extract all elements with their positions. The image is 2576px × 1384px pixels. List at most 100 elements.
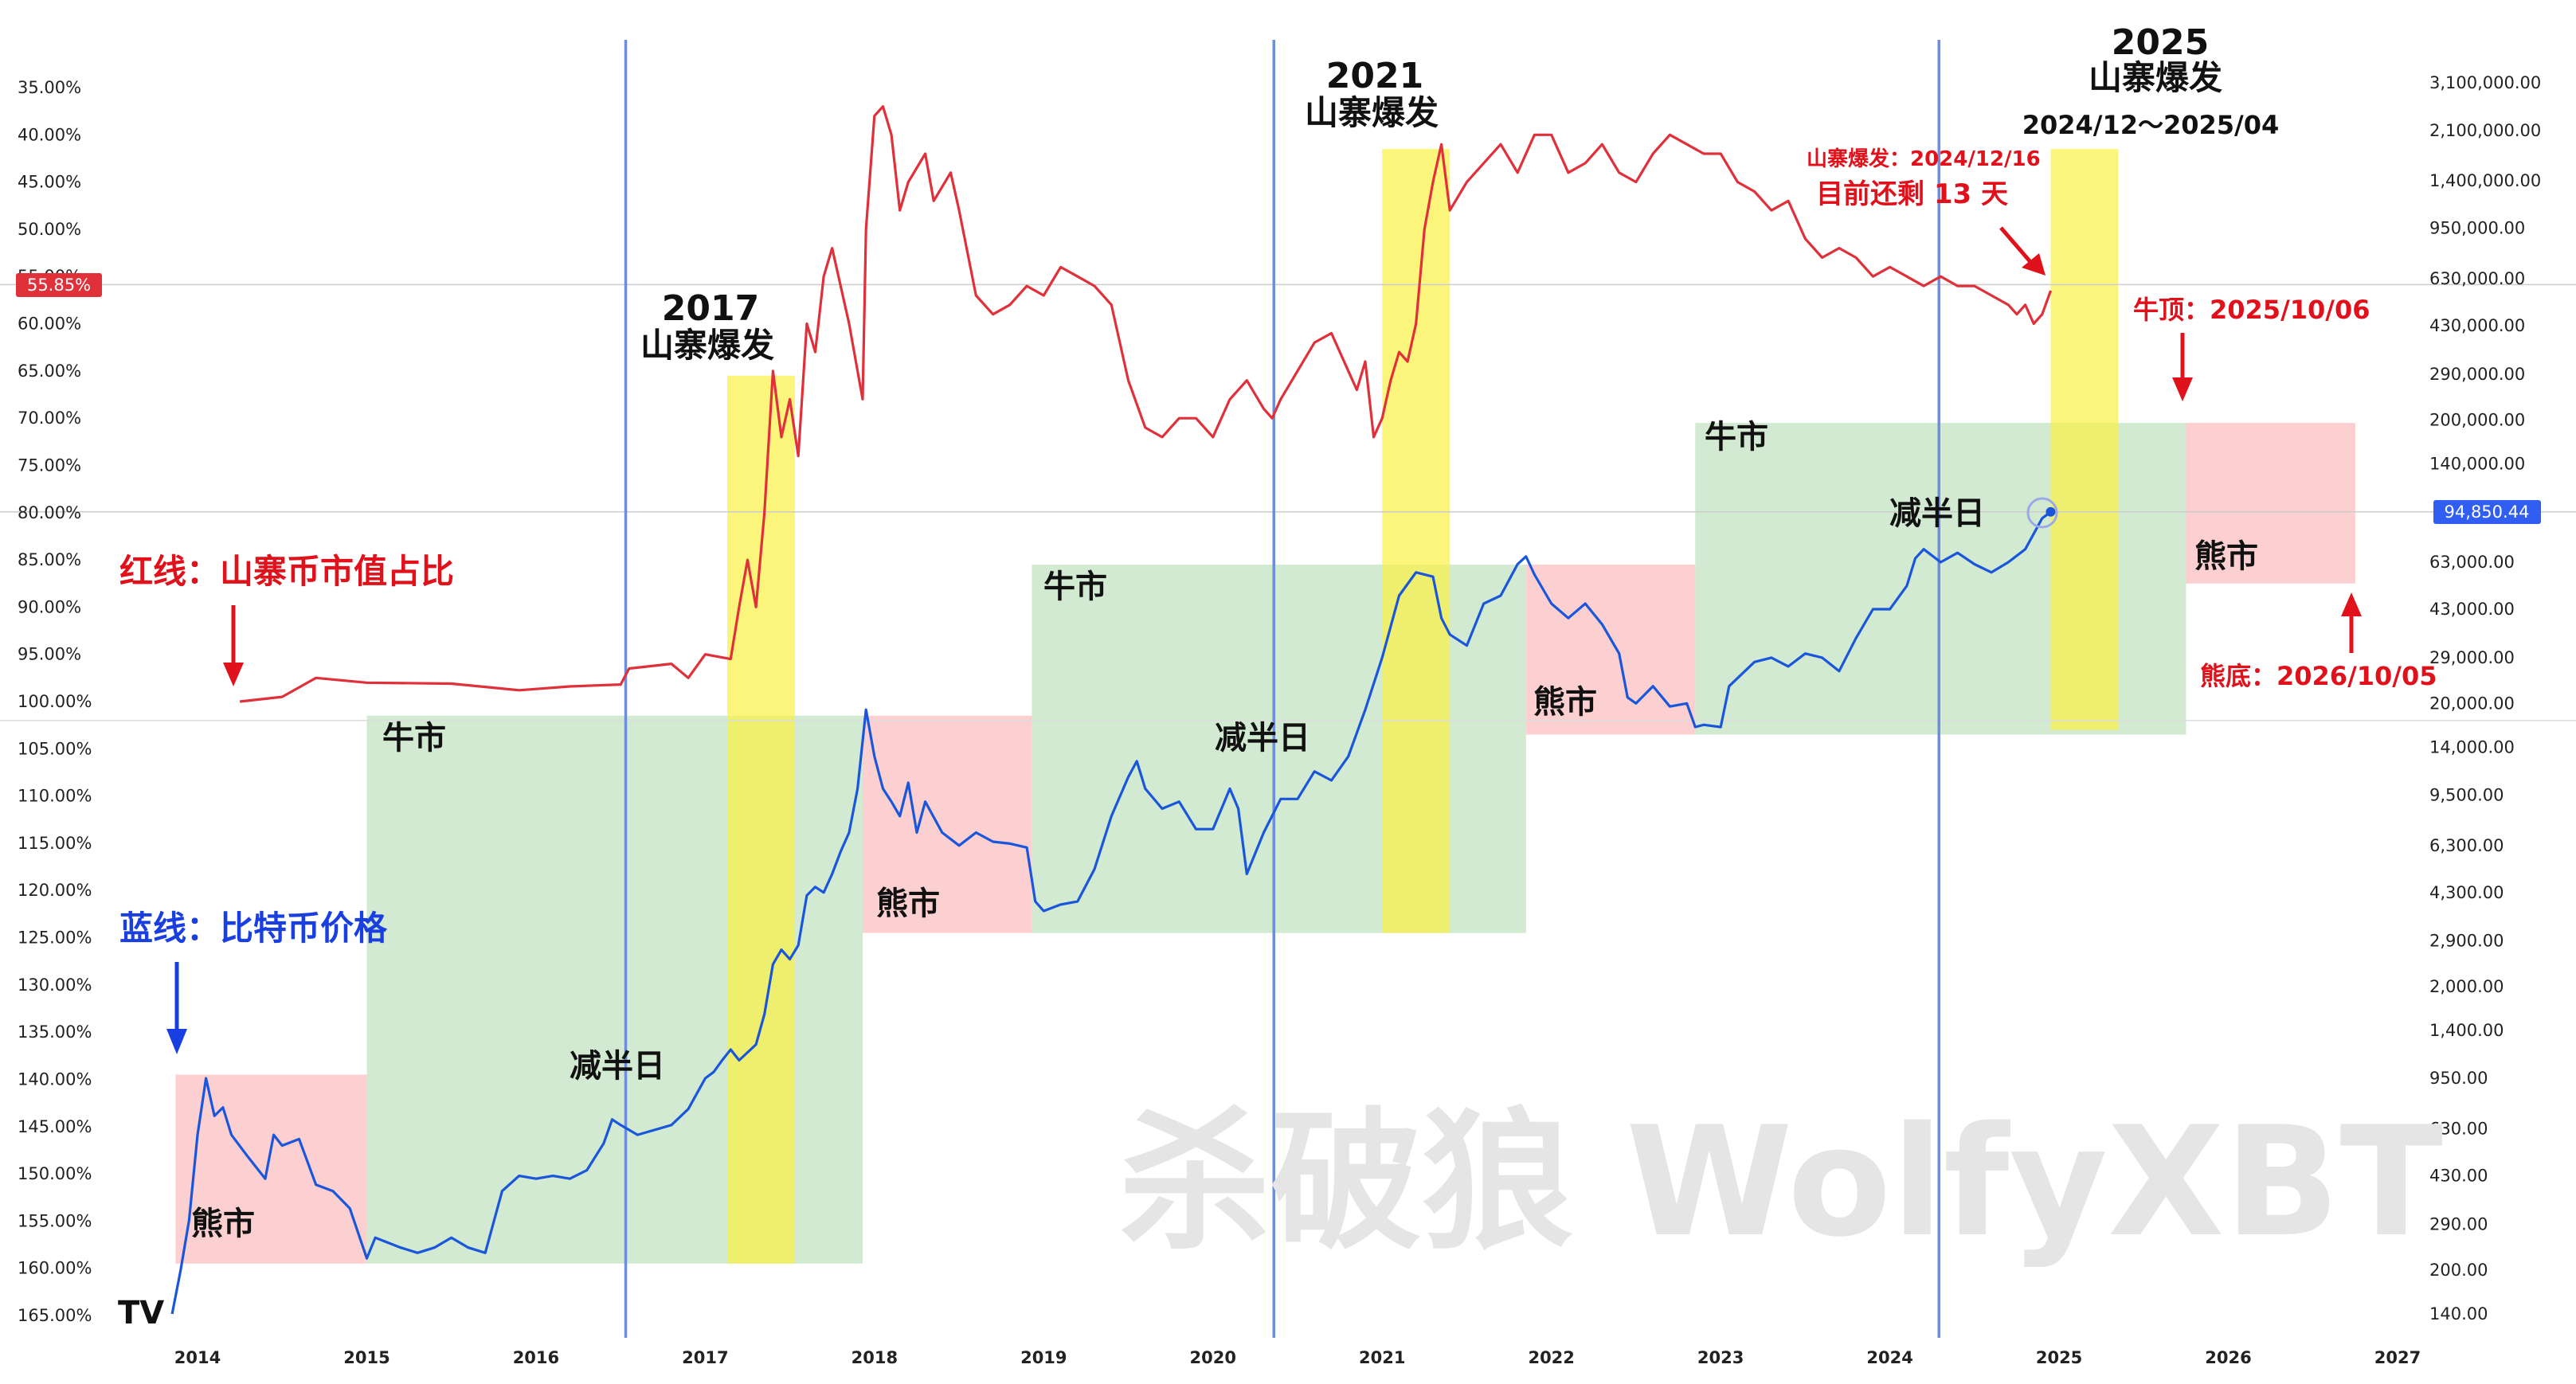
region-label-bear-2018: 熊市: [876, 886, 940, 922]
alt2025-year: 2025: [2112, 22, 2209, 63]
left-tick-label: 80.00%: [18, 503, 81, 522]
left-tick-label: 130.00%: [18, 975, 92, 995]
x-tick-label: 2016: [513, 1348, 559, 1367]
right-tick-label: 1,400.00: [2429, 1021, 2504, 1040]
right-tick-label: 14,000.00: [2429, 737, 2515, 757]
left-tick-label: 150.00%: [18, 1164, 92, 1183]
right-tick-label: 3,100,000.00: [2429, 73, 2541, 92]
series-layer: [170, 105, 2056, 1315]
alt2021-title: 山寨爆发: [1305, 93, 1439, 132]
halving-lines-layer: [624, 40, 1940, 1338]
right-tick-label: 1,400,000.00: [2429, 171, 2541, 190]
right-tick-label: 200,000.00: [2429, 411, 2525, 430]
alt-season-band-1: [1382, 149, 1450, 933]
region-label-bull-2023: 牛市: [1705, 419, 1768, 455]
region-bear-0: [175, 1074, 367, 1264]
right-tick-label: 630,000.00: [2429, 269, 2525, 288]
tv-logo-icon: 𝗧𝗩: [118, 1295, 164, 1331]
halving-label-2020: 减半日: [1215, 720, 1310, 757]
bear-bottom-arrow: [2341, 592, 2362, 653]
right-tick-label: 290,000.00: [2429, 365, 2525, 384]
right-current-badge-text: 94,850.44: [2445, 502, 2530, 522]
region-label-bear-2022: 熊市: [1533, 684, 1597, 721]
right-tick-label: 140,000.00: [2429, 455, 2525, 474]
region-bear-2: [862, 715, 1032, 933]
right-tick-label: 950,000.00: [2429, 219, 2525, 238]
btc-price-line: [170, 510, 2052, 1315]
region-label-bear-2026: 熊市: [2194, 538, 2258, 575]
bull-top-arrow: [2172, 333, 2193, 401]
right-tick-label: 9,500.00: [2429, 785, 2504, 804]
left-tick-label: 50.00%: [18, 220, 81, 239]
x-tick-label: 2026: [2205, 1348, 2251, 1367]
x-tick-label: 2017: [682, 1348, 728, 1367]
alt2025-title: 山寨爆发: [2089, 58, 2222, 97]
alt-season-band-2: [2050, 149, 2119, 730]
left-tick-label: 40.00%: [18, 125, 81, 144]
alt2017-title: 山寨爆发: [640, 326, 774, 365]
x-tick-label: 2022: [1528, 1348, 1574, 1367]
left-tick-label: 70.00%: [18, 409, 81, 428]
btc-last-point: [2046, 506, 2056, 517]
region-bear-4: [1525, 565, 1696, 735]
x-tick-label: 2020: [1190, 1348, 1236, 1367]
left-tick-label: 45.00%: [18, 173, 81, 192]
right-tick-label: 4,300.00: [2429, 883, 2504, 902]
x-tick-label: 2014: [174, 1348, 221, 1367]
left-tick-label: 145.00%: [18, 1117, 92, 1136]
alt2021-year: 2021: [1326, 56, 1423, 96]
red-legend-arrow: [223, 605, 244, 686]
countdown-arrow: [1999, 226, 2046, 276]
left-tick-label: 140.00%: [18, 1069, 92, 1089]
halving-label-2016: 减半日: [570, 1048, 665, 1085]
x-tick-label: 2021: [1359, 1348, 1405, 1367]
right-tick-label: 2,900.00: [2429, 932, 2504, 951]
left-tick-label: 35.00%: [18, 78, 81, 97]
left-tick-label: 120.00%: [18, 881, 92, 900]
grid-layer: [0, 283, 2576, 721]
blue-line-legend: 蓝线：比特币价格: [119, 909, 388, 948]
left-tick-label: 105.00%: [18, 739, 92, 758]
right-tick-label: 43,000.00: [2429, 600, 2515, 619]
x-tick-label: 2025: [2036, 1348, 2082, 1367]
alt-date-label: 山寨爆发：2024/12/16: [1807, 147, 2041, 171]
x-tick-label: 2023: [1697, 1348, 1744, 1367]
alt-season-band-0: [727, 375, 795, 1264]
x-tick-label: 2024: [1866, 1348, 1912, 1367]
left-tick-label: 90.00%: [18, 597, 81, 616]
right-tick-label: 630.00: [2429, 1120, 2488, 1139]
right-tick-label: 6,300.00: [2429, 836, 2504, 855]
right-tick-label: 200.00: [2429, 1261, 2488, 1280]
left-tick-label: 135.00%: [18, 1022, 92, 1042]
left-tick-label: 125.00%: [18, 929, 92, 948]
bull-top-label: 牛顶：2025/10/06: [2133, 295, 2370, 325]
left-tick-label: 100.00%: [18, 692, 92, 711]
x-tick-label: 2015: [343, 1348, 390, 1367]
x-tick-label: 2027: [2374, 1348, 2421, 1367]
countdown-label: 目前还剩 13 天: [1816, 178, 2008, 210]
bear-bottom-label: 熊底：2026/10/05: [2200, 661, 2437, 691]
watermark: 杀破狼 WolfyXBT: [1119, 1094, 2443, 1270]
left-tick-label: 155.00%: [18, 1211, 92, 1230]
left-tick-label: 75.00%: [18, 455, 81, 475]
right-tick-label: 950.00: [2429, 1069, 2488, 1088]
current-price-marker: [2026, 497, 2058, 529]
left-current-badge-text: 55.85%: [27, 276, 91, 295]
left-tick-label: 65.00%: [18, 362, 81, 381]
alt2017-year: 2017: [662, 288, 759, 329]
right-tick-label: 430.00: [2429, 1167, 2488, 1186]
left-current-badge: [16, 273, 102, 297]
right-tick-label: 2,000.00: [2429, 977, 2504, 996]
left-tick-label: 95.00%: [18, 645, 81, 664]
right-current-badge: [2433, 500, 2541, 524]
left-tick-label: 60.00%: [18, 315, 81, 334]
alt-season-layer: [727, 149, 2119, 1264]
right-tick-label: 2,100,000.00: [2429, 121, 2541, 140]
blue-legend-arrow: [166, 962, 187, 1054]
region-label-bull-2019: 牛市: [1043, 569, 1107, 605]
right-tick-label: 29,000.00: [2429, 648, 2515, 667]
altcoin-share-line: [239, 105, 2053, 703]
x-tick-label: 2018: [851, 1348, 898, 1367]
halving-label-2024: 减半日: [1889, 495, 1985, 532]
